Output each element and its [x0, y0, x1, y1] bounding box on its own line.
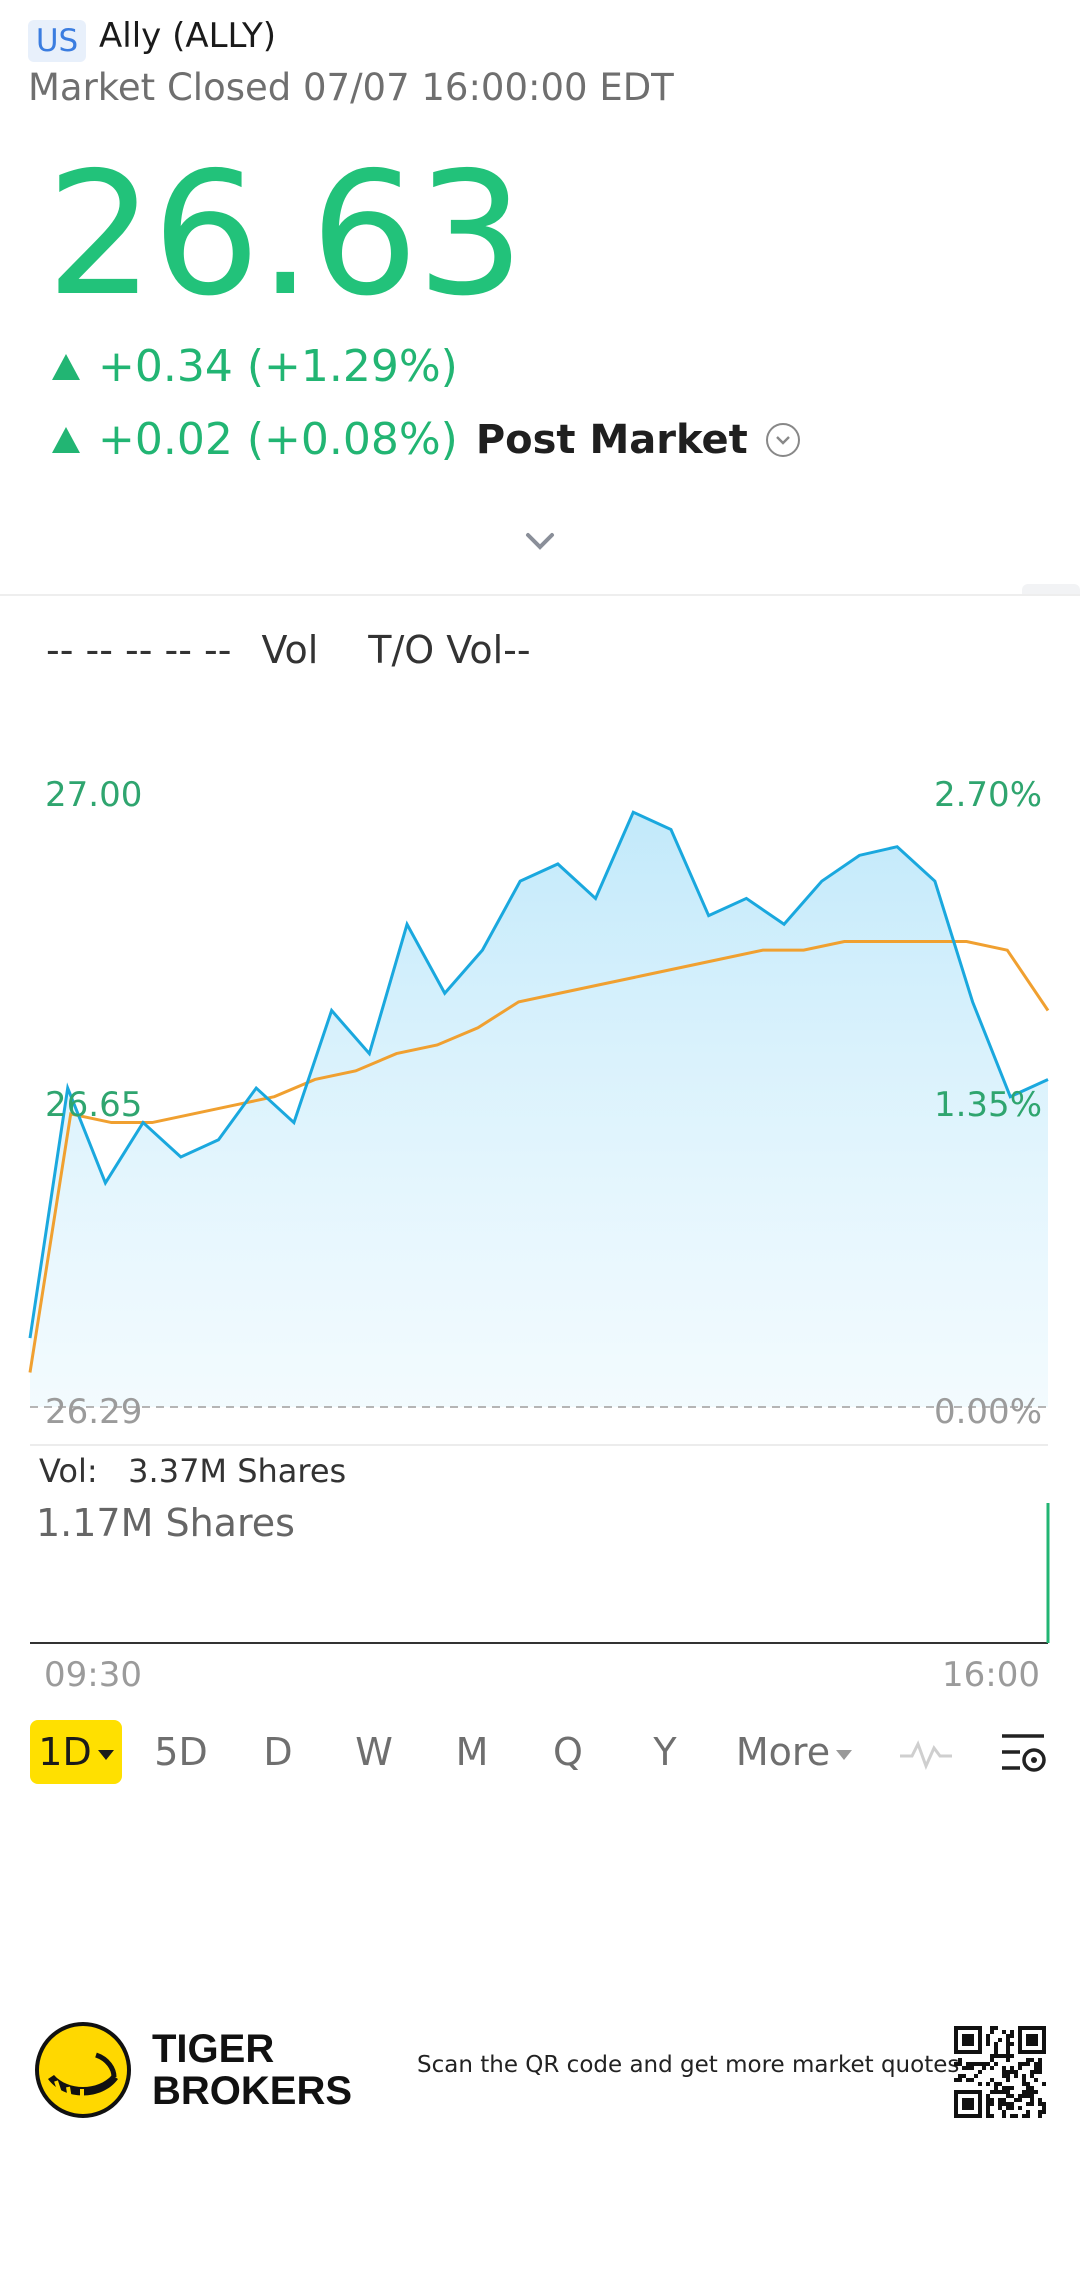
tab-5d[interactable]: 5D — [154, 1730, 208, 1774]
y-axis-right-bottom: 0.00% — [933, 1392, 1042, 1432]
post-market-label: Post Market — [475, 416, 748, 463]
price-area-fill — [30, 812, 1048, 1407]
brand-line-2: BROKERS — [152, 2069, 353, 2113]
tab-y[interactable]: Y — [653, 1730, 677, 1774]
post-market-change: +0.02 (+0.08%) — [98, 414, 458, 465]
scan-text: Scan the QR code and get more market quo… — [417, 2052, 960, 2078]
up-triangle-icon — [52, 426, 80, 453]
chart-settings-icon[interactable] — [996, 1720, 1052, 1784]
stats-row: -- -- -- -- -- Vol T/O Vol-- — [46, 628, 531, 672]
tab-more[interactable]: More — [732, 1720, 856, 1784]
chart-layer — [28, 810, 1050, 1644]
turnover-label: T/O Vol-- — [368, 628, 531, 672]
stock-name: Ally (ALLY) — [99, 16, 277, 56]
intraday-chart[interactable] — [0, 755, 1080, 1655]
tiger-logo-icon — [34, 2021, 132, 2123]
tab-q[interactable]: Q — [553, 1730, 583, 1774]
tab-m[interactable]: M — [455, 1730, 489, 1774]
tab-more-label: More — [735, 1730, 831, 1774]
volume-label: Vol — [261, 628, 319, 672]
panel-handle — [1022, 584, 1080, 594]
y-axis-right-mid: 1.35% — [933, 1085, 1042, 1125]
indicator-wave-icon[interactable] — [896, 1720, 956, 1784]
quote-header: US Ally (ALLY) Market Closed 07/07 16:00… — [0, 0, 1080, 595]
market-status: Market Closed 07/07 16:00:00 EDT — [28, 66, 674, 109]
qr-code-icon — [954, 2026, 1046, 2122]
period-tabs: 1D 5D D W M Q Y More — [0, 1720, 1080, 1800]
intraday-chart-card[interactable]: 27.00 26.65 26.29 2.70% 1.35% 0.00% Vol:… — [0, 755, 1080, 1847]
brand-name: TIGER BROKERS — [152, 2028, 352, 2112]
stats-placeholders: -- -- -- -- -- — [46, 628, 232, 672]
tab-1d[interactable]: 1D — [30, 1720, 122, 1784]
chevron-down-circle-icon[interactable] — [765, 422, 800, 457]
price-change-row: +0.34 (+1.29%) — [52, 341, 458, 392]
brand-line-1: TIGER — [152, 2027, 275, 2071]
post-market-row[interactable]: +0.02 (+0.08%) Post Market — [52, 414, 800, 465]
expand-chevron-icon[interactable] — [520, 528, 560, 558]
last-price: 26.63 — [46, 136, 525, 334]
price-change: +0.34 (+1.29%) — [98, 341, 458, 392]
y-axis-left-top: 27.00 — [45, 775, 143, 815]
y-axis-left-mid: 26.65 — [45, 1085, 143, 1125]
y-axis-right-top: 2.70% — [933, 775, 1042, 815]
tab-1d-label: 1D — [38, 1730, 92, 1774]
footer-banner: TIGER BROKERS Scan the QR code and get m… — [0, 2000, 1080, 2160]
price-line — [28, 810, 1049, 1339]
tab-w[interactable]: W — [355, 1730, 393, 1774]
divider — [0, 594, 1080, 596]
volume-header: Vol: 3.37M Shares — [39, 1452, 347, 1490]
caret-down-icon — [97, 1749, 114, 1760]
tab-d[interactable]: D — [263, 1730, 293, 1774]
volume-value: 1.17M Shares — [36, 1501, 295, 1545]
average-price-line — [28, 940, 1050, 1373]
caret-down-icon — [836, 1749, 853, 1760]
up-triangle-icon — [52, 353, 80, 380]
market-badge: US — [28, 20, 86, 62]
time-end-label: 16:00 — [942, 1655, 1040, 1695]
time-start-label: 09:30 — [44, 1655, 142, 1695]
y-axis-left-bottom: 26.29 — [45, 1392, 143, 1432]
